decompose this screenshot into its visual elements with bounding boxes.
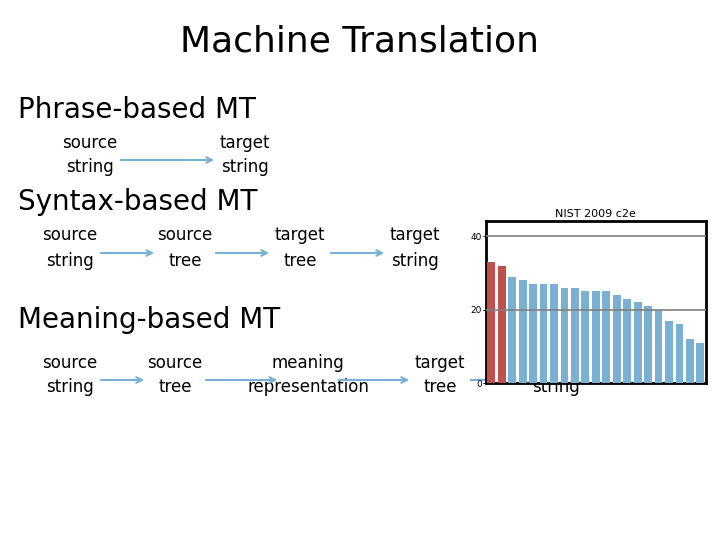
Bar	[498, 266, 505, 383]
Bar	[603, 292, 610, 383]
Bar	[644, 306, 652, 383]
Text: target
string: target string	[220, 133, 270, 177]
Bar	[550, 284, 558, 383]
Text: Meaning-based MT: Meaning-based MT	[18, 306, 280, 334]
Bar	[582, 292, 589, 383]
Bar	[571, 288, 579, 383]
Text: Syntax-based MT: Syntax-based MT	[18, 188, 257, 216]
Bar	[613, 295, 621, 383]
Title: NIST 2009 c2e: NIST 2009 c2e	[555, 209, 636, 219]
Bar	[529, 284, 537, 383]
Bar	[592, 292, 600, 383]
Bar	[518, 280, 526, 383]
Text: Machine Translation: Machine Translation	[181, 25, 539, 59]
Bar	[508, 276, 516, 383]
Text: target
string: target string	[390, 226, 440, 269]
Text: source
tree: source tree	[158, 226, 212, 269]
Bar	[560, 288, 568, 383]
Bar	[539, 284, 547, 383]
Bar	[665, 321, 673, 383]
Bar	[634, 302, 642, 383]
Text: target
string: target string	[531, 354, 581, 396]
Text: source
string: source string	[42, 354, 98, 396]
Bar	[675, 325, 683, 383]
Bar	[654, 310, 662, 383]
Text: source
tree: source tree	[148, 354, 202, 396]
Text: source
string: source string	[42, 226, 98, 269]
Text: meaning
representation: meaning representation	[247, 354, 369, 396]
Text: Phrase-based MT: Phrase-based MT	[18, 96, 256, 124]
Bar	[696, 343, 704, 383]
Bar	[686, 339, 694, 383]
Text: target
tree: target tree	[275, 226, 325, 269]
Text: target
tree: target tree	[415, 354, 465, 396]
Bar	[487, 262, 495, 383]
Bar	[624, 299, 631, 383]
Text: source
string: source string	[63, 133, 117, 177]
